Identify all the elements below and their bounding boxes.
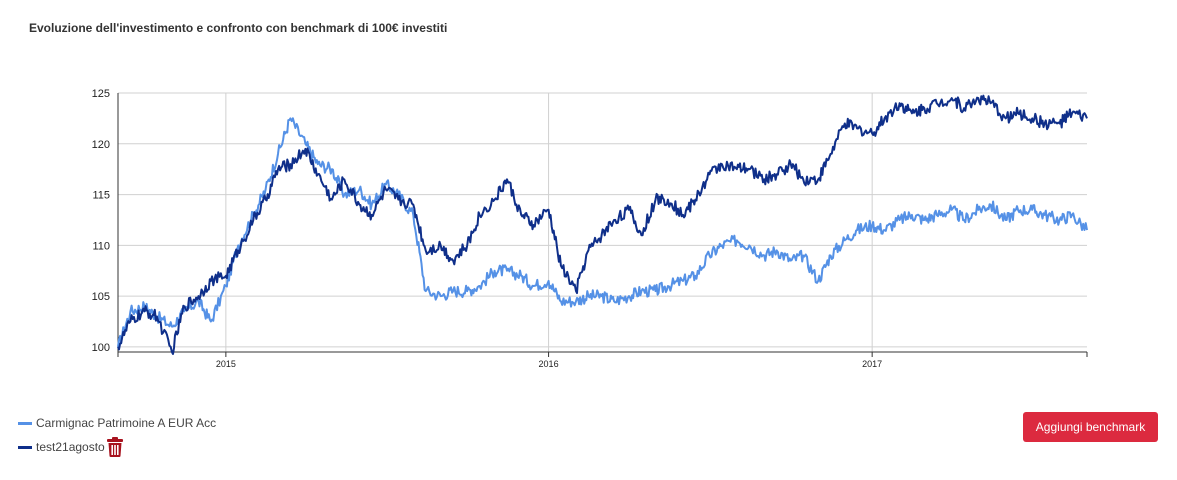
x-tick-label: 2017 (862, 359, 882, 369)
legend-item-benchmark[interactable]: test21agosto (18, 436, 216, 458)
trash-icon[interactable] (106, 437, 124, 457)
legend-item-fund[interactable]: Carmignac Patrimoine A EUR Acc (18, 412, 216, 434)
y-tick-label: 115 (92, 190, 110, 202)
chart-series (117, 94, 1088, 355)
y-tick-label: 100 (92, 342, 110, 354)
legend-label-fund: Carmignac Patrimoine A EUR Acc (36, 416, 217, 430)
series-line-fund (117, 117, 1088, 348)
chart-axes: 100 105 110 115 120 125 2015 2016 2017 (92, 88, 1088, 369)
y-tick-label: 110 (92, 240, 110, 252)
y-tick-label: 120 (92, 139, 110, 151)
chart-title: Evoluzione dell'investimento e confronto… (29, 21, 448, 35)
x-tick-label: 2015 (216, 359, 236, 369)
legend-label-benchmark: test21agosto (36, 440, 105, 454)
series-line-benchmark (117, 94, 1088, 355)
chart-legend: Carmignac Patrimoine A EUR Acc test21ago… (18, 412, 216, 460)
chart-grid (118, 92, 1087, 352)
x-tick-label: 2016 (539, 359, 559, 369)
legend-swatch-benchmark (18, 445, 32, 449)
y-tick-label: 105 (92, 291, 110, 303)
add-benchmark-button[interactable]: Aggiungi benchmark (1023, 412, 1158, 442)
y-tick-label: 125 (92, 88, 110, 100)
legend-swatch-fund (18, 421, 32, 425)
